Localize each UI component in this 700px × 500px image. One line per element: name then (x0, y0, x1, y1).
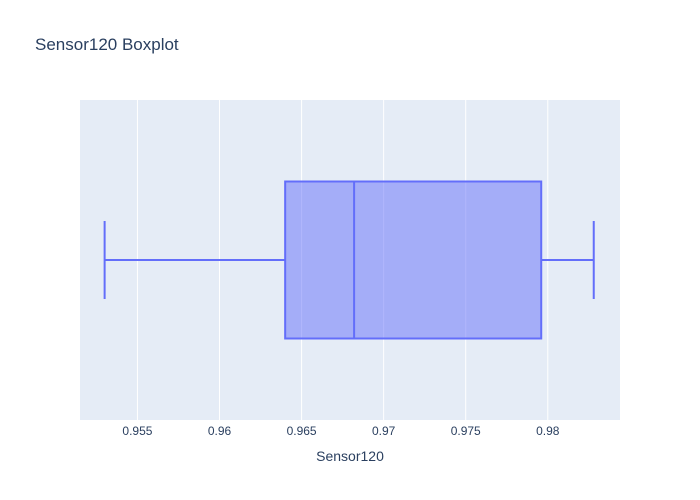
x-axis-title: Sensor120 (316, 448, 384, 464)
x-tick-label: 0.96 (208, 424, 232, 438)
x-tick-label: 0.97 (372, 424, 396, 438)
x-tick-label: 0.98 (536, 424, 560, 438)
x-axis-ticks: 0.955 0.96 0.965 0.97 0.975 0.98 (122, 424, 559, 438)
iqr-box[interactable] (284, 180, 543, 340)
box-trace[interactable] (103, 180, 595, 340)
x-tick-label: 0.975 (451, 424, 481, 438)
x-tick-label: 0.965 (287, 424, 317, 438)
chart-title: Sensor120 Boxplot (35, 35, 179, 54)
x-tick-label: 0.955 (122, 424, 152, 438)
